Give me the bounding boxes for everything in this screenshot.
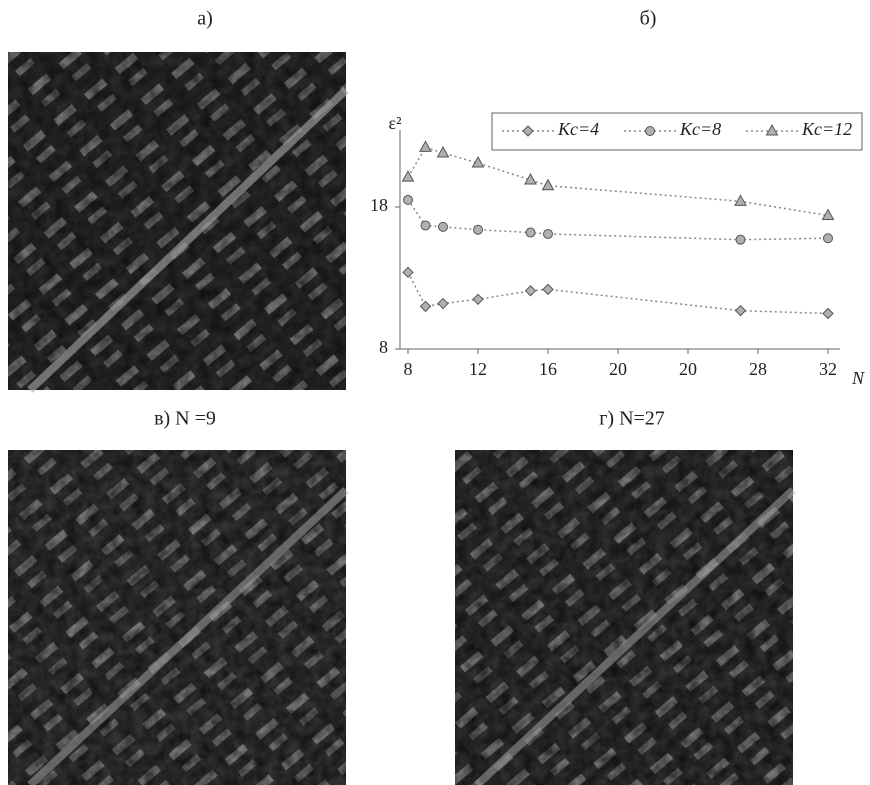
- marker: [419, 140, 432, 152]
- marker: [473, 224, 483, 235]
- photo-c: [8, 450, 349, 785]
- marker: [823, 233, 833, 244]
- x-tick-label: 8: [404, 359, 413, 379]
- panel-label: г) N=27: [599, 408, 665, 430]
- marker: [524, 285, 537, 297]
- photo-d: [455, 450, 796, 785]
- marker: [401, 170, 415, 182]
- y-tick-label: 8: [379, 337, 388, 357]
- marker: [524, 172, 537, 185]
- series-line: [407, 271, 829, 315]
- legend-marker: [645, 126, 655, 136]
- marker: [542, 283, 554, 296]
- x-tick-label: 20: [679, 359, 697, 379]
- y-tick-label: 18: [370, 195, 388, 215]
- legend-marker: [765, 123, 779, 136]
- marker: [543, 228, 553, 239]
- x-tick-label: 12: [469, 359, 487, 379]
- marker: [525, 227, 536, 238]
- legend-label: Kc=12: [801, 119, 852, 139]
- marker: [822, 307, 834, 320]
- marker: [436, 146, 450, 158]
- x-tick-label: 16: [539, 359, 557, 379]
- x-axis-label: N: [851, 368, 865, 388]
- photo-a: [8, 52, 349, 393]
- marker: [472, 293, 484, 306]
- legend-marker: [522, 125, 534, 137]
- marker: [438, 221, 448, 232]
- x-tick-label: 32: [819, 359, 837, 379]
- marker: [541, 178, 555, 191]
- marker: [471, 155, 485, 168]
- marker: [734, 304, 747, 317]
- marker: [420, 220, 431, 231]
- marker: [821, 208, 835, 221]
- x-tick-label: 20: [609, 359, 627, 379]
- legend-label: Kc=4: [557, 119, 599, 139]
- panel-label: а): [197, 8, 213, 30]
- marker: [419, 300, 432, 313]
- marker: [735, 234, 746, 245]
- marker: [403, 194, 413, 205]
- panel-label: в) N =9: [154, 408, 216, 430]
- marker: [402, 266, 414, 279]
- y-axis-label: ε²: [389, 113, 402, 133]
- series-line: [407, 146, 829, 217]
- marker: [734, 194, 747, 206]
- panel-label: б): [640, 8, 657, 30]
- legend-label: Kc=8: [679, 119, 721, 139]
- marker: [437, 297, 449, 310]
- x-tick-label: 28: [749, 359, 767, 379]
